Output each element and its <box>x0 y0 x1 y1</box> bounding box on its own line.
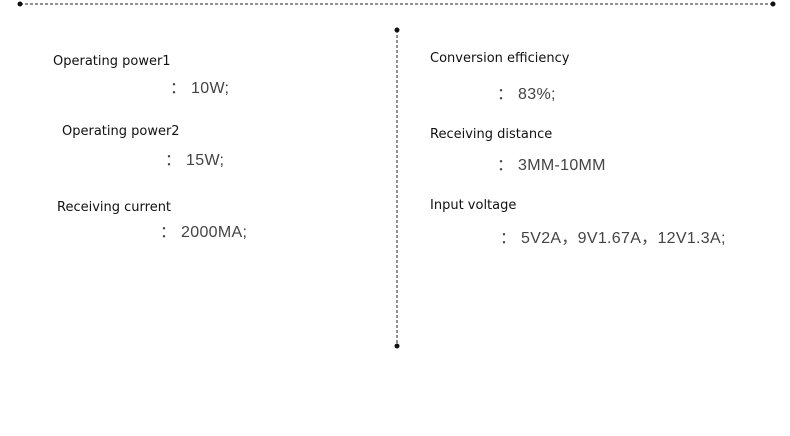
divider-dot <box>394 27 400 33</box>
divider-dot <box>394 343 400 349</box>
spec-value: ： 83%; <box>497 86 556 103</box>
spec-label: Input voltage <box>430 198 517 213</box>
spec-label: Conversion efficiency <box>430 51 570 66</box>
spec-value: ： 3MM-10MM <box>497 157 606 174</box>
spec-label: Operating power2 <box>62 124 180 139</box>
spec-label: Operating power1 <box>53 54 171 69</box>
spec-value: ： 15W; <box>165 152 225 169</box>
spec-value: ： 5V2A，9V1.67A，12V1.3A; <box>500 230 726 247</box>
divider-dot <box>770 1 776 7</box>
spec-value: ： 2000MA; <box>160 224 248 241</box>
spec-label: Receiving distance <box>430 127 553 142</box>
spec-value: ： 10W; <box>170 80 230 97</box>
spec-label: Receiving current <box>57 200 172 215</box>
divider-dot <box>17 1 23 7</box>
